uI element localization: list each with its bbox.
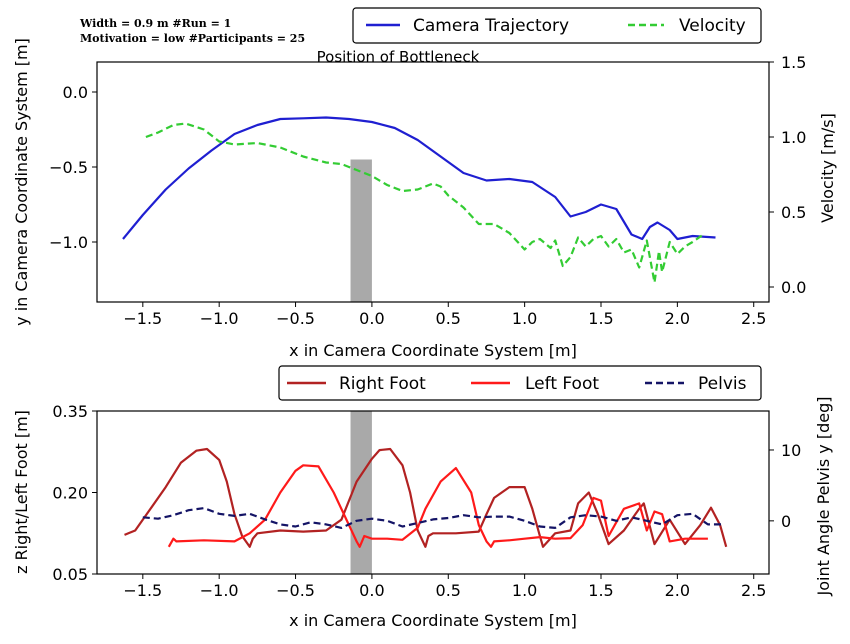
top-y2-axis-label: Velocity [m/s] [818, 113, 837, 223]
top-x-tick-label: −1.5 [123, 309, 162, 328]
bottom-legend: Right Foot Left Foot Pelvis [278, 365, 762, 401]
top-x-tick-label: 0.5 [436, 309, 461, 328]
bottom-series-pelvis [142, 507, 724, 530]
legend-pelvis-label: Pelvis [698, 374, 747, 394]
bottom-x-tick-label: 0.5 [436, 581, 461, 600]
top-axes-frame [96, 61, 770, 303]
top-x-tick-label: 1.5 [588, 309, 613, 328]
bottom-x-axis-label: x in Camera Coordinate System [m] [289, 611, 577, 630]
bottom-y2-tick-label: 0 [781, 512, 791, 531]
info-line-1: Width = 0.9 m #Run = 1 [79, 17, 231, 30]
bottom-x-tick-label: 0.0 [359, 581, 384, 600]
bottom-tick-marks: −1.5 −1.0 −0.5 0.0 0.5 1.0 1.5 2.0 2.5 0.35 0.20 0.… [52, 402, 801, 600]
bottom-x-tick-label: 2.0 [665, 581, 690, 600]
top-x-axis-label: x in Camera Coordinate System [m] [289, 341, 577, 360]
top-plot-area [122, 116, 716, 302]
top-tick-marks: −1.5 −1.0 −0.5 0.0 0.5 1.0 1.5 2.0 2.5 0.0 −0.5 −1.… [49, 53, 806, 328]
top-series-velocity [145, 122, 704, 284]
info-line-2: Motivation = low #Participants = 25 [80, 32, 305, 45]
bottom-y-axis-label: z Right/Left Foot [m] [12, 410, 31, 574]
top-y2-tick-label: 1.5 [781, 53, 806, 72]
bottom-y-tick-label: 0.20 [52, 484, 88, 503]
bottom-y2-axis-label: Joint Angle Pelvis y [deg] [814, 397, 833, 597]
top-x-tick-label: −1.0 [200, 309, 239, 328]
bottom-x-tick-label: 1.0 [512, 581, 537, 600]
bottom-x-tick-label: −1.0 [200, 581, 239, 600]
legend-right-foot-label: Right Foot [339, 374, 426, 394]
legend-left-foot-label: Left Foot [525, 374, 599, 394]
top-series-camera-trajectory [122, 116, 716, 241]
bottom-x-tick-label: −1.5 [123, 581, 162, 600]
top-x-tick-label: 1.0 [512, 309, 537, 328]
top-bottleneck-bar [350, 159, 372, 302]
top-y2-tick-label: 0.0 [781, 278, 806, 297]
bottom-x-tick-label: −0.5 [276, 581, 315, 600]
bottom-x-tick-label: 1.5 [588, 581, 613, 600]
bottom-y-tick-label: 0.35 [52, 402, 88, 421]
top-legend-box [352, 7, 762, 44]
bottom-y-tick-label: 0.05 [52, 565, 88, 584]
top-x-tick-label: 2.5 [741, 309, 766, 328]
top-y-axis-label: y in Camera Coordinate System [m] [12, 38, 31, 326]
foot-pelvis-chart: −1.5 −1.0 −0.5 0.0 0.5 1.0 1.5 2.0 2.5 0.35 0.20 0.… [12, 365, 833, 630]
bottom-bottleneck-bar [350, 411, 372, 574]
top-x-tick-label: 2.0 [665, 309, 690, 328]
top-y-tick-label: 0.0 [63, 83, 88, 102]
legend-velocity-label: Velocity [679, 16, 746, 36]
bottom-series-right-foot [124, 447, 728, 548]
bottom-x-tick-label: 2.5 [741, 581, 766, 600]
top-y-tick-label: −0.5 [49, 158, 88, 177]
trajectory-velocity-chart: −1.5 −1.0 −0.5 0.0 0.5 1.0 1.5 2.0 2.5 0.0 −0.5 −1.… [12, 7, 837, 360]
top-x-tick-label: 0.0 [359, 309, 384, 328]
top-y-tick-label: −1.0 [49, 233, 88, 252]
top-y2-tick-label: 1.0 [781, 128, 806, 147]
bottom-series-left-foot [167, 464, 708, 548]
legend-camera-label: Camera Trajectory [413, 16, 569, 36]
bottom-legend-box [278, 365, 762, 401]
bottom-y2-tick-label: 10 [781, 441, 801, 460]
top-x-tick-label: −0.5 [276, 309, 315, 328]
bottleneck-label: Position of Bottleneck [317, 48, 480, 66]
top-y2-tick-label: 0.5 [781, 203, 806, 222]
top-legend: Camera Trajectory Velocity [352, 7, 762, 44]
bottom-axes-frame [96, 410, 770, 575]
bottom-plot-area [124, 411, 728, 574]
